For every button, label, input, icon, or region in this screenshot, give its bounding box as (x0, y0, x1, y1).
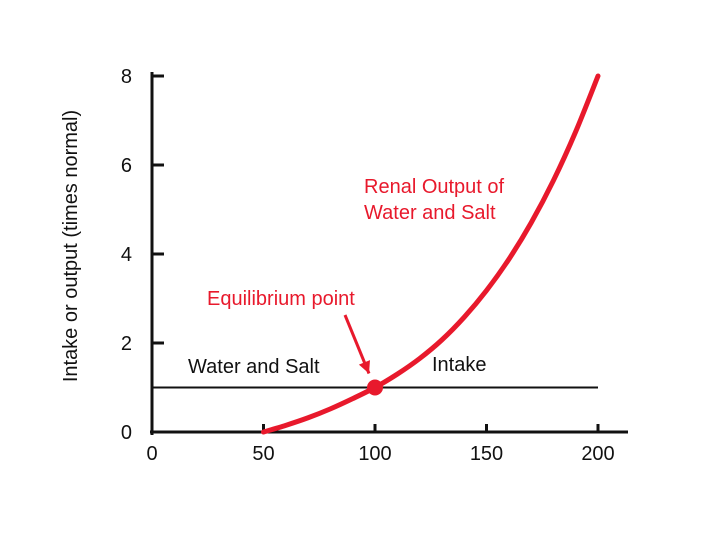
y-tick-label: 8 (121, 66, 132, 88)
equilibrium-arrow-head (358, 360, 370, 374)
y-tick-label: 2 (121, 333, 132, 355)
tick-labels: 0 2 4 6 8 0 50 100 150 200 (121, 66, 615, 465)
x-tick-label: 100 (358, 443, 391, 465)
y-axis-title: Intake or output (times normal) (60, 110, 82, 382)
y-tick-label: 0 (121, 422, 132, 444)
intake-label-left: Water and Salt (188, 356, 320, 378)
x-tick-label: 0 (146, 443, 157, 465)
intake-label-right: Intake (432, 354, 486, 376)
x-tick-label: 150 (470, 443, 503, 465)
y-tick-label: 6 (121, 155, 132, 177)
y-tick-label: 4 (121, 244, 132, 266)
renal-output-curve (261, 73, 601, 435)
renal-output-label-line1: Renal Output of (364, 176, 505, 198)
x-tick-label: 200 (581, 443, 614, 465)
tick-marks (150, 74, 600, 434)
equilibrium-point-marker (367, 379, 383, 396)
annotations: Renal Output of Water and Salt Equilibrium… (188, 176, 505, 396)
series-layer (152, 73, 601, 435)
equilibrium-point-label: Equilibrium point (207, 288, 355, 310)
renal-output-label-line2: Water and Salt (364, 202, 496, 224)
x-tick-label: 50 (252, 443, 274, 465)
